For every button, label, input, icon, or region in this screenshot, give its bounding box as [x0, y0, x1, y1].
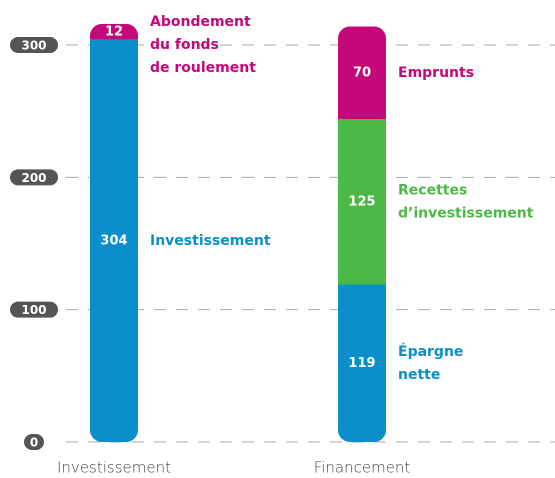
segment-name: d’investissement	[398, 205, 534, 221]
segment-name: de roulement	[150, 60, 256, 76]
value-label: 119	[348, 356, 375, 371]
y-tick-pill	[10, 169, 58, 186]
bar-segment	[338, 119, 386, 285]
segment-name: Abondement	[150, 14, 251, 30]
segment-name: Recettes	[398, 182, 467, 198]
value-label: 304	[100, 233, 127, 248]
segment-name: Investissement	[150, 233, 271, 249]
bar-segment	[90, 39, 138, 442]
y-tick-pill	[10, 37, 58, 53]
y-tick-pill	[10, 301, 58, 318]
bar	[90, 23, 138, 442]
segment-name: Emprunts	[398, 65, 474, 81]
value-label: 125	[348, 194, 375, 209]
value-label: 70	[353, 65, 371, 80]
x-tick-label: Financement	[314, 459, 411, 477]
bar-segment	[338, 26, 386, 120]
value-label: 12	[105, 24, 123, 39]
segment-name: nette	[398, 367, 440, 383]
bar-segment	[90, 23, 138, 40]
y-tick-label: 200	[21, 171, 46, 185]
segment-name: Épargne	[398, 343, 463, 360]
y-tick-pill	[24, 434, 44, 450]
x-tick-label: Investissement	[57, 459, 171, 477]
y-tick-label: 300	[21, 39, 46, 53]
y-tick-label: 0	[30, 436, 38, 450]
bar-segment	[338, 284, 386, 442]
y-tick-label: 100	[21, 303, 46, 317]
segment-name: du fonds	[150, 37, 219, 53]
bar	[338, 26, 386, 442]
